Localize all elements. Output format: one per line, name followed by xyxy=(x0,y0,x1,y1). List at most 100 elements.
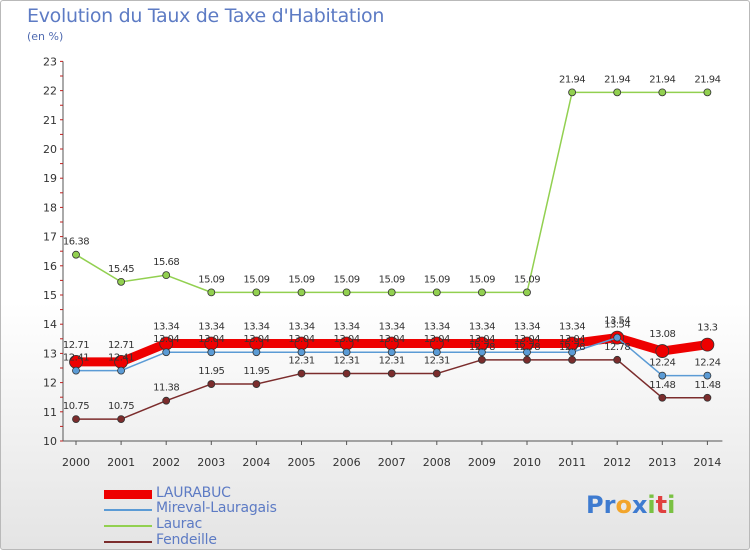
y-tick-label: 16 xyxy=(43,260,57,273)
y-tick-label: 18 xyxy=(43,201,57,214)
data-point-fendeille xyxy=(387,369,396,378)
y-tick-label: 14 xyxy=(43,318,57,331)
data-label-laurabuc: 13.34 xyxy=(153,321,179,332)
data-point-laurac xyxy=(477,288,486,297)
data-label-laurabuc: 13.34 xyxy=(559,321,585,332)
data-point-fendeille xyxy=(568,355,576,364)
data-label-fendeille: 12.31 xyxy=(334,356,360,367)
data-label-laurac: 21.94 xyxy=(559,74,585,85)
data-label-mireval-lauragais: 13.54 xyxy=(604,320,630,331)
logo-letter: r xyxy=(603,491,616,519)
x-tick-label: 2001 xyxy=(107,456,135,469)
legend-label-mireval-lauragais: Mireval-Lauragais xyxy=(156,500,277,516)
data-label-laurac: 15.09 xyxy=(243,274,269,285)
data-point-fendeille xyxy=(342,369,351,378)
y-tick-label: 10 xyxy=(43,435,57,448)
logo-letter: P xyxy=(586,491,604,519)
data-label-mireval-lauragais: 13.04 xyxy=(424,334,450,345)
data-label-laurac: 15.09 xyxy=(198,274,224,285)
data-point-mireval-lauragais xyxy=(568,348,576,357)
data-label-laurabuc: 13.08 xyxy=(649,329,675,340)
data-label-laurabuc: 13.34 xyxy=(288,321,314,332)
chart-title: Evolution du Taux de Taxe d'Habitation xyxy=(27,5,385,27)
axes: 10 11 12 13 14 15 16 17 18 19 20 21 22 23 2000 2001 2002… xyxy=(43,55,723,469)
data-label-mireval-lauragais: 12.41 xyxy=(63,353,89,364)
data-label-mireval-lauragais: 13.04 xyxy=(514,334,540,345)
data-label-fendeille: 12.31 xyxy=(288,356,314,367)
proxiti-logo: Proxiti xyxy=(586,491,675,519)
data-label-laurabuc: 13.3 xyxy=(697,323,717,334)
data-label-mireval-lauragais: 13.04 xyxy=(153,334,179,345)
x-tick-label: 2014 xyxy=(693,456,721,469)
data-label-laurac: 21.94 xyxy=(694,74,720,85)
y-tick-label: 22 xyxy=(43,85,57,98)
data-point-fendeille xyxy=(117,415,125,424)
data-point-laurac xyxy=(523,288,531,297)
data-point-mireval-lauragais xyxy=(658,371,667,380)
data-point-laurac xyxy=(658,88,667,97)
y-tick-label: 12 xyxy=(43,377,57,390)
x-tick-label: 2007 xyxy=(378,456,406,469)
data-point-laurac xyxy=(297,288,306,297)
data-label-laurac: 15.09 xyxy=(288,274,314,285)
logo-letter: x xyxy=(631,491,648,519)
logo-letter: o xyxy=(615,491,632,519)
data-label-laurabuc: 13.34 xyxy=(334,321,360,332)
series-lines xyxy=(69,88,715,424)
logo-letter: i xyxy=(667,491,676,519)
data-point-mireval-lauragais xyxy=(117,366,125,375)
data-label-laurac: 21.94 xyxy=(604,74,630,85)
data-point-mireval-lauragais xyxy=(613,333,622,342)
data-label-laurac: 15.09 xyxy=(334,274,360,285)
data-label-laurabuc: 13.34 xyxy=(469,321,495,332)
data-label-fendeille: 11.48 xyxy=(649,380,675,391)
y-tick-label: 23 xyxy=(43,55,57,68)
x-tick-label: 2010 xyxy=(513,456,541,469)
data-label-mireval-lauragais: 13.04 xyxy=(243,334,269,345)
data-point-mireval-lauragais xyxy=(162,348,171,357)
data-point-laurac xyxy=(432,288,441,297)
data-point-fendeille xyxy=(207,380,216,388)
data-label-mireval-lauragais: 13.04 xyxy=(559,334,585,345)
data-point-mireval-lauragais xyxy=(387,348,396,357)
data-label-mireval-lauragais: 12.24 xyxy=(694,358,720,369)
y-tick-label: 20 xyxy=(43,143,57,156)
data-point-laurac xyxy=(207,288,216,297)
legend-swatch-fendeille xyxy=(104,541,152,543)
data-point-fendeille xyxy=(432,369,441,378)
logo-letter: i xyxy=(647,491,656,519)
data-label-fendeille: 12.78 xyxy=(469,342,495,353)
data-label-mireval-lauragais: 12.41 xyxy=(108,353,134,364)
data-label-laurac: 15.09 xyxy=(469,274,495,285)
data-label-mireval-lauragais: 12.24 xyxy=(649,358,675,369)
data-label-fendeille: 11.95 xyxy=(243,366,269,377)
data-label-fendeille: 12.78 xyxy=(559,342,585,353)
data-label-fendeille: 12.78 xyxy=(604,342,630,353)
data-label-laurabuc: 13.34 xyxy=(243,321,269,332)
y-tick-label: 19 xyxy=(43,172,57,185)
y-tick-label: 11 xyxy=(43,406,57,419)
data-point-mireval-lauragais xyxy=(342,348,351,357)
data-label-laurabuc: 12.71 xyxy=(108,340,134,351)
data-label-laurabuc: 12.71 xyxy=(63,340,89,351)
data-point-laurac xyxy=(568,88,576,97)
data-point-mireval-lauragais xyxy=(72,366,80,375)
legend-label-laurabuc: LAURABUC xyxy=(156,485,231,501)
data-label-laurabuc: 13.54 xyxy=(604,316,630,327)
data-point-mireval-lauragais xyxy=(297,348,306,357)
legend-swatch-laurabuc xyxy=(104,490,152,499)
data-label-fendeille: 10.75 xyxy=(108,401,134,412)
y-tick-label: 17 xyxy=(43,231,57,244)
data-label-laurabuc: 13.34 xyxy=(379,321,405,332)
data-label-mireval-lauragais: 13.04 xyxy=(288,334,314,345)
data-label-laurac: 15.45 xyxy=(108,264,134,275)
data-label-fendeille: 11.38 xyxy=(153,383,179,394)
data-point-fendeille xyxy=(297,369,306,378)
data-point-laurac xyxy=(162,271,171,280)
data-label-fendeille: 12.31 xyxy=(379,356,405,367)
data-point-laurabuc xyxy=(700,337,715,352)
data-point-laurac xyxy=(387,288,396,297)
data-point-fendeille xyxy=(523,355,531,364)
data-label-laurac: 16.38 xyxy=(63,237,89,248)
data-point-laurac xyxy=(117,277,125,286)
